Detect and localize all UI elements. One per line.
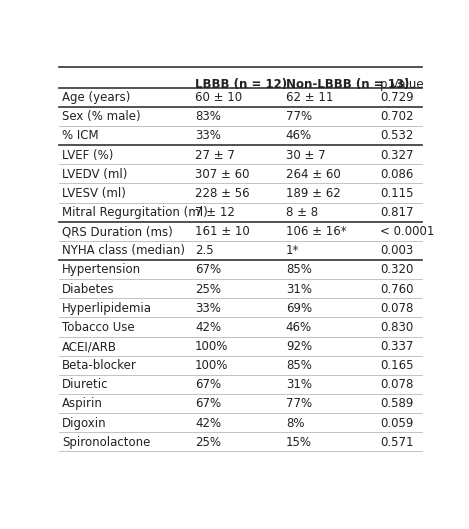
Text: 46%: 46% <box>286 321 312 334</box>
Text: 0.320: 0.320 <box>380 263 414 277</box>
Text: 69%: 69% <box>286 302 312 315</box>
Text: 25%: 25% <box>195 282 221 296</box>
Text: 33%: 33% <box>195 302 221 315</box>
Text: NYHA class (median): NYHA class (median) <box>62 244 185 257</box>
Text: 0.571: 0.571 <box>380 436 414 449</box>
Text: % ICM: % ICM <box>62 130 99 142</box>
Text: 264 ± 60: 264 ± 60 <box>286 168 340 181</box>
Text: Digoxin: Digoxin <box>62 417 107 430</box>
Text: 83%: 83% <box>195 110 221 123</box>
Text: 106 ± 16*: 106 ± 16* <box>286 225 347 238</box>
Text: 0.078: 0.078 <box>380 378 414 391</box>
Text: 100%: 100% <box>195 359 228 372</box>
Text: 307 ± 60: 307 ± 60 <box>195 168 250 181</box>
Text: QRS Duration (ms): QRS Duration (ms) <box>62 225 173 238</box>
Text: ACEI/ARB: ACEI/ARB <box>62 340 117 353</box>
Text: 0.337: 0.337 <box>380 340 414 353</box>
Text: 85%: 85% <box>286 263 312 277</box>
Text: 31%: 31% <box>286 378 312 391</box>
Text: 8%: 8% <box>286 417 304 430</box>
Text: 60 ± 10: 60 ± 10 <box>195 91 242 104</box>
Text: 67%: 67% <box>195 397 221 411</box>
Text: LVESV (ml): LVESV (ml) <box>62 187 126 200</box>
Text: 92%: 92% <box>286 340 312 353</box>
Text: 67%: 67% <box>195 378 221 391</box>
Text: 15%: 15% <box>286 436 312 449</box>
Text: 0.589: 0.589 <box>380 397 414 411</box>
Text: Diabetes: Diabetes <box>62 282 115 296</box>
Text: 46%: 46% <box>286 130 312 142</box>
Text: 62 ± 11: 62 ± 11 <box>286 91 333 104</box>
Text: 0.702: 0.702 <box>380 110 414 123</box>
Text: 0.078: 0.078 <box>380 302 414 315</box>
Text: 85%: 85% <box>286 359 312 372</box>
Text: 2.5: 2.5 <box>195 244 213 257</box>
Text: 77%: 77% <box>286 110 312 123</box>
Text: 30 ± 7: 30 ± 7 <box>286 149 325 161</box>
Text: 0.830: 0.830 <box>380 321 414 334</box>
Text: 0.115: 0.115 <box>380 187 414 200</box>
Text: p value: p value <box>380 78 424 91</box>
Text: 25%: 25% <box>195 436 221 449</box>
Text: 67%: 67% <box>195 263 221 277</box>
Text: Sex (% male): Sex (% male) <box>62 110 141 123</box>
Text: Beta-blocker: Beta-blocker <box>62 359 137 372</box>
Text: 228 ± 56: 228 ± 56 <box>195 187 250 200</box>
Text: 0.327: 0.327 <box>380 149 414 161</box>
Text: 0.532: 0.532 <box>380 130 414 142</box>
Text: 0.729: 0.729 <box>380 91 414 104</box>
Text: 0.165: 0.165 <box>380 359 414 372</box>
Text: 0.760: 0.760 <box>380 282 414 296</box>
Text: 100%: 100% <box>195 340 228 353</box>
Text: 0.086: 0.086 <box>380 168 414 181</box>
Text: 1*: 1* <box>286 244 299 257</box>
Text: 161 ± 10: 161 ± 10 <box>195 225 250 238</box>
Text: Diuretic: Diuretic <box>62 378 109 391</box>
Text: 0.003: 0.003 <box>380 244 414 257</box>
Text: Mitral Regurgitation (ml): Mitral Regurgitation (ml) <box>62 206 208 219</box>
Text: 0.817: 0.817 <box>380 206 414 219</box>
Text: Non-LBBB (n = 13): Non-LBBB (n = 13) <box>286 78 409 91</box>
Text: 33%: 33% <box>195 130 221 142</box>
Text: LBBB (n = 12): LBBB (n = 12) <box>195 78 287 91</box>
Text: LVEDV (ml): LVEDV (ml) <box>62 168 128 181</box>
Text: 27 ± 7: 27 ± 7 <box>195 149 235 161</box>
Text: < 0.0001: < 0.0001 <box>380 225 435 238</box>
Text: 42%: 42% <box>195 417 221 430</box>
Text: Hypertension: Hypertension <box>62 263 141 277</box>
Text: 77%: 77% <box>286 397 312 411</box>
Text: Spironolactone: Spironolactone <box>62 436 151 449</box>
Text: 8 ± 8: 8 ± 8 <box>286 206 318 219</box>
Text: 31%: 31% <box>286 282 312 296</box>
Text: 189 ± 62: 189 ± 62 <box>286 187 340 200</box>
Text: Aspirin: Aspirin <box>62 397 103 411</box>
Text: 7 ± 12: 7 ± 12 <box>195 206 235 219</box>
Text: Hyperlipidemia: Hyperlipidemia <box>62 302 152 315</box>
Text: 42%: 42% <box>195 321 221 334</box>
Text: 0.059: 0.059 <box>380 417 414 430</box>
Text: LVEF (%): LVEF (%) <box>62 149 113 161</box>
Text: Age (years): Age (years) <box>62 91 131 104</box>
Text: Tobacco Use: Tobacco Use <box>62 321 135 334</box>
